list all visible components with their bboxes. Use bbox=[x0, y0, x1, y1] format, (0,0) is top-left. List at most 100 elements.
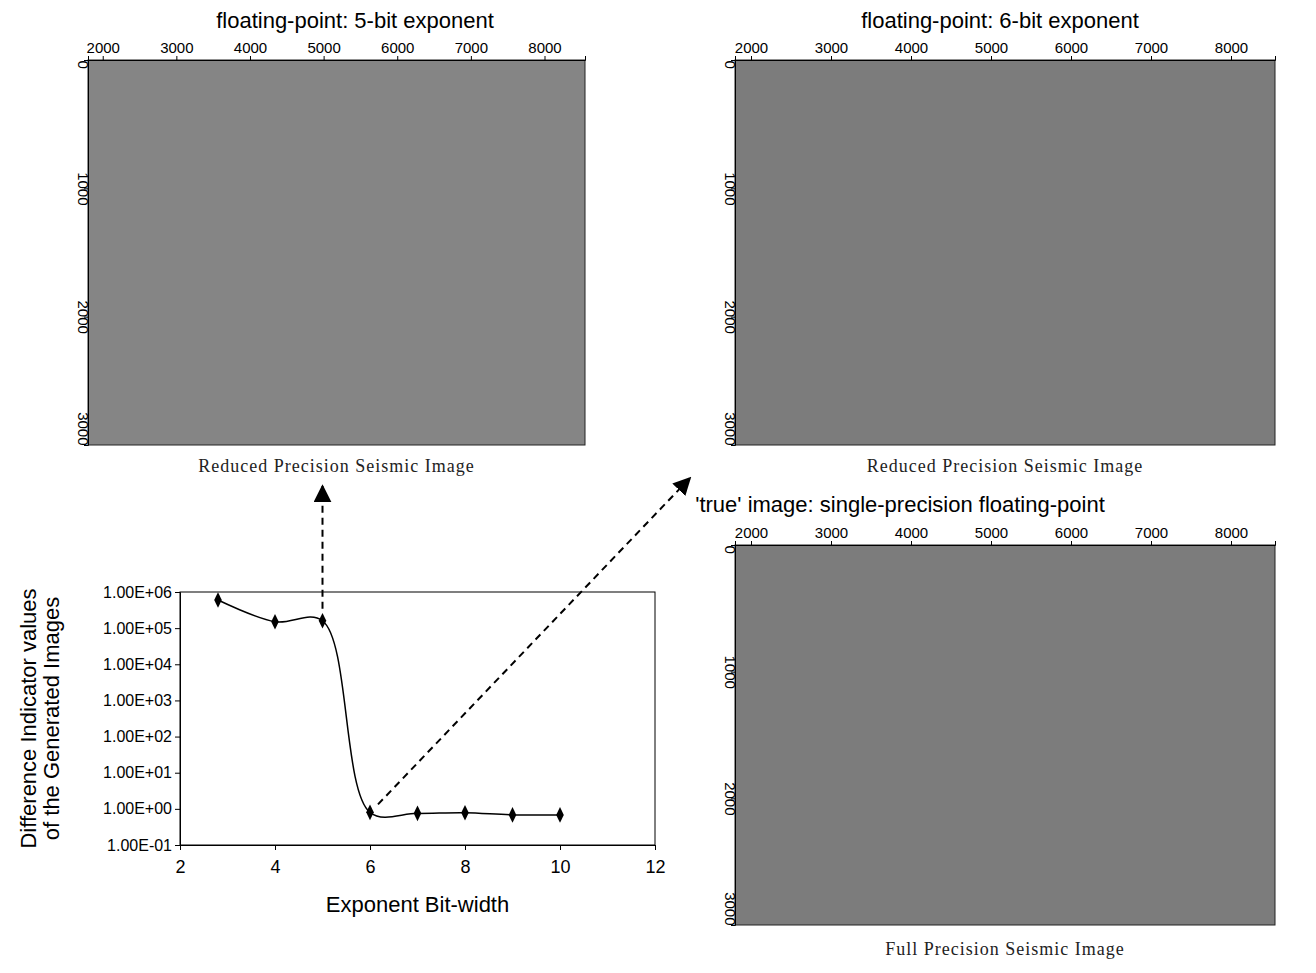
y-tick: 2000 bbox=[722, 300, 739, 333]
x-tick: 6 bbox=[365, 845, 375, 877]
pointer-arrow bbox=[378, 478, 690, 804]
x-axis-title: Exponent Bit-width bbox=[326, 892, 509, 917]
x-tick: 8000 bbox=[1215, 39, 1248, 60]
y-tick: 1.00E+02 bbox=[103, 728, 180, 745]
x-tick-label: 8000 bbox=[528, 39, 561, 56]
x-tick: 2000 bbox=[735, 39, 768, 60]
y-tick-mark bbox=[175, 592, 180, 593]
y-tick-label: 0 bbox=[75, 61, 92, 69]
x-axis: 2000300040005000600070008000 bbox=[735, 524, 1276, 546]
x-tick-mark bbox=[176, 56, 177, 60]
y-tick-label: 1.00E+06 bbox=[103, 584, 172, 601]
pointer-arrows bbox=[323, 478, 691, 804]
x-tick-label: 8000 bbox=[1215, 39, 1248, 56]
y-tick: 1000 bbox=[722, 172, 739, 205]
x-tick: 10 bbox=[550, 845, 570, 877]
seismic-image bbox=[735, 60, 1275, 445]
y-tick-mark bbox=[175, 628, 180, 629]
x-axis-line bbox=[736, 541, 1276, 546]
y-tick: 2000 bbox=[75, 300, 92, 333]
data-point bbox=[414, 806, 422, 822]
data-point bbox=[556, 807, 564, 823]
x-tick-label: 2 bbox=[175, 857, 185, 877]
y-tick-label: 1.00E+02 bbox=[103, 728, 172, 745]
data-point bbox=[366, 805, 374, 821]
x-tick-mark bbox=[465, 845, 466, 850]
x-axis-line bbox=[736, 56, 1276, 61]
y-axis: 1.00E-01 1.00E+00 1.00E+01 1.00E+02 1.00E+03… bbox=[103, 584, 180, 854]
x-tick-label: 4000 bbox=[895, 39, 928, 56]
y-tick-label: 1.00E+05 bbox=[103, 620, 172, 637]
y-tick-label: 1000 bbox=[75, 172, 92, 205]
x-tick: 6000 bbox=[381, 39, 414, 60]
x-tick-mark bbox=[1231, 56, 1232, 60]
x-tick: 5000 bbox=[975, 39, 1008, 60]
x-tick-mark bbox=[370, 845, 371, 850]
x-tick-mark bbox=[991, 541, 992, 545]
x-tick: 12 bbox=[645, 845, 665, 877]
x-tick-mark bbox=[831, 541, 832, 545]
y-axis-line bbox=[731, 61, 736, 446]
x-tick-label: 2000 bbox=[735, 39, 768, 56]
x-tick: 2000 bbox=[735, 524, 768, 545]
plot-frame bbox=[180, 592, 655, 845]
x-axis-line bbox=[89, 56, 586, 61]
x-tick-mark bbox=[991, 56, 992, 60]
y-tick: 1.00E+01 bbox=[103, 764, 180, 781]
x-tick: 3000 bbox=[815, 524, 848, 545]
x-tick-mark bbox=[751, 56, 752, 60]
data-point bbox=[509, 807, 517, 823]
x-tick: 3000 bbox=[160, 39, 193, 60]
x-axis: 2000300040005000600070008000 bbox=[87, 39, 586, 61]
x-axis: 24681012 bbox=[175, 845, 665, 877]
line-chart: 246810121.00E-011.00E+001.00E+011.00E+02… bbox=[16, 584, 666, 917]
image-panel: floating-point: 5-bit exponent2000300040… bbox=[75, 8, 586, 476]
y-tick-label: 0 bbox=[722, 61, 739, 69]
y-tick-label: 3000 bbox=[722, 892, 739, 925]
y-tick-label: 1.00E-01 bbox=[107, 837, 172, 854]
x-tick-label: 5000 bbox=[975, 524, 1008, 541]
image-caption: Reduced Precision Seismic Image bbox=[198, 456, 474, 476]
seismic-image bbox=[88, 60, 585, 445]
y-tick: 1.00E+00 bbox=[103, 800, 180, 817]
x-tick-mark bbox=[1231, 541, 1232, 545]
y-tick-mark bbox=[175, 700, 180, 701]
x-tick-mark bbox=[911, 56, 912, 60]
x-tick-label: 2000 bbox=[87, 39, 120, 56]
y-tick: 1000 bbox=[75, 172, 92, 205]
x-tick: 6000 bbox=[1055, 39, 1088, 60]
x-tick: 7000 bbox=[1135, 39, 1168, 60]
y-tick: 3000 bbox=[722, 412, 739, 445]
y-tick-label: 2000 bbox=[722, 782, 739, 815]
y-axis: 0100020003000 bbox=[75, 61, 92, 446]
x-axis-line bbox=[181, 846, 656, 851]
y-axis-title: Difference Indicator valuesof the Genera… bbox=[16, 588, 64, 848]
y-axis: 0100020003000 bbox=[722, 546, 739, 926]
x-tick-label: 7000 bbox=[1135, 524, 1168, 541]
x-tick-mark bbox=[545, 56, 546, 60]
y-tick-label: 1.00E+01 bbox=[103, 764, 172, 781]
x-tick-label: 4000 bbox=[234, 39, 267, 56]
panel-title: floating-point: 6-bit exponent bbox=[861, 8, 1139, 33]
x-tick-label: 6000 bbox=[1055, 39, 1088, 56]
x-tick-label: 6000 bbox=[1055, 524, 1088, 541]
x-tick-mark bbox=[1071, 541, 1072, 545]
x-tick-mark bbox=[324, 56, 325, 60]
x-tick-label: 12 bbox=[645, 857, 665, 877]
y-axis-line bbox=[175, 593, 181, 846]
data-point bbox=[214, 592, 222, 608]
x-tick-label: 6000 bbox=[381, 39, 414, 56]
x-tick-mark bbox=[751, 541, 752, 545]
image-caption: Full Precision Seismic Image bbox=[885, 939, 1124, 959]
x-tick-mark bbox=[655, 845, 656, 850]
y-tick: 1.00E-01 bbox=[107, 837, 180, 854]
x-tick-mark bbox=[1151, 56, 1152, 60]
y-tick-label: 0 bbox=[722, 546, 739, 554]
data-line bbox=[218, 600, 560, 817]
x-tick: 2000 bbox=[87, 39, 120, 60]
plot-area bbox=[214, 592, 564, 822]
x-tick-mark bbox=[560, 845, 561, 850]
x-tick-label: 8 bbox=[460, 857, 470, 877]
y-axis-line bbox=[731, 546, 736, 926]
y-tick: 1.00E+03 bbox=[103, 692, 180, 709]
